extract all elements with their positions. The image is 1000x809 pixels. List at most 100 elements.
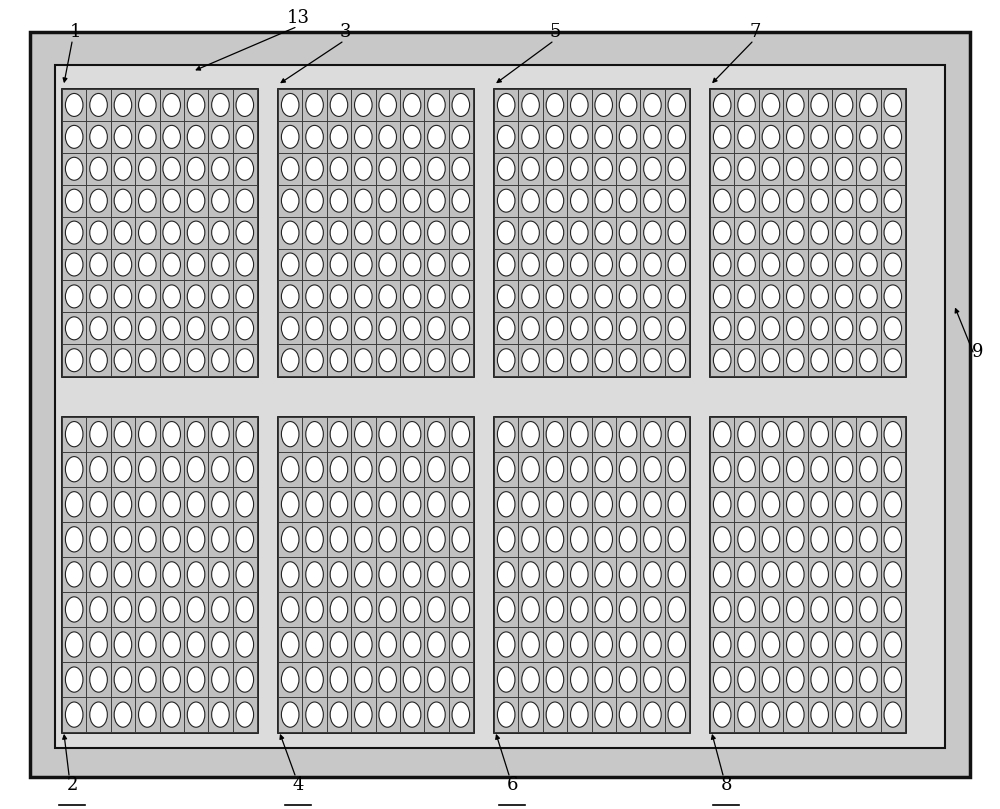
- Ellipse shape: [860, 667, 877, 693]
- Bar: [665, 627, 689, 662]
- Ellipse shape: [738, 285, 755, 308]
- Bar: [111, 487, 135, 522]
- Ellipse shape: [713, 702, 731, 727]
- Bar: [808, 153, 832, 184]
- Text: 3: 3: [339, 23, 351, 41]
- Bar: [494, 312, 518, 345]
- Bar: [376, 281, 400, 312]
- Bar: [783, 557, 808, 592]
- Ellipse shape: [546, 421, 564, 447]
- Ellipse shape: [668, 702, 686, 727]
- Bar: [278, 451, 302, 487]
- Ellipse shape: [163, 285, 180, 308]
- Ellipse shape: [738, 561, 755, 587]
- Bar: [400, 89, 424, 121]
- Bar: [424, 217, 449, 248]
- Bar: [710, 248, 734, 281]
- Bar: [881, 451, 905, 487]
- Bar: [640, 697, 665, 732]
- Ellipse shape: [713, 285, 731, 308]
- Bar: [449, 522, 473, 557]
- Bar: [808, 217, 832, 248]
- Bar: [160, 312, 184, 345]
- Ellipse shape: [884, 561, 902, 587]
- Ellipse shape: [835, 317, 853, 340]
- Ellipse shape: [306, 94, 323, 116]
- Ellipse shape: [163, 317, 180, 340]
- Bar: [233, 592, 257, 627]
- Ellipse shape: [163, 597, 180, 622]
- Ellipse shape: [212, 285, 229, 308]
- Ellipse shape: [668, 597, 686, 622]
- Ellipse shape: [811, 527, 828, 552]
- Ellipse shape: [330, 667, 348, 693]
- Ellipse shape: [90, 157, 107, 180]
- Bar: [278, 487, 302, 522]
- Ellipse shape: [713, 253, 731, 276]
- Bar: [881, 522, 905, 557]
- Ellipse shape: [379, 94, 396, 116]
- Ellipse shape: [787, 597, 804, 622]
- Bar: [233, 451, 257, 487]
- Ellipse shape: [187, 456, 205, 482]
- Bar: [86, 697, 111, 732]
- Ellipse shape: [163, 157, 180, 180]
- Bar: [278, 89, 302, 121]
- Ellipse shape: [379, 492, 396, 517]
- Bar: [734, 217, 759, 248]
- Ellipse shape: [306, 632, 323, 657]
- Bar: [592, 248, 616, 281]
- Bar: [400, 184, 424, 217]
- Bar: [808, 697, 832, 732]
- Ellipse shape: [355, 597, 372, 622]
- Bar: [302, 451, 327, 487]
- Ellipse shape: [595, 527, 612, 552]
- Ellipse shape: [619, 317, 637, 340]
- Bar: [302, 153, 327, 184]
- Bar: [160, 248, 184, 281]
- Ellipse shape: [452, 157, 470, 180]
- Ellipse shape: [281, 189, 299, 212]
- Ellipse shape: [212, 94, 229, 116]
- Ellipse shape: [762, 157, 780, 180]
- Bar: [783, 697, 808, 732]
- Bar: [734, 248, 759, 281]
- Bar: [184, 89, 208, 121]
- Bar: [567, 281, 592, 312]
- Bar: [111, 184, 135, 217]
- Ellipse shape: [65, 456, 83, 482]
- Ellipse shape: [762, 94, 780, 116]
- Ellipse shape: [330, 597, 348, 622]
- Ellipse shape: [139, 527, 156, 552]
- Bar: [208, 662, 233, 697]
- Bar: [111, 451, 135, 487]
- Bar: [832, 345, 856, 376]
- Bar: [543, 522, 567, 557]
- Ellipse shape: [860, 702, 877, 727]
- Ellipse shape: [738, 632, 755, 657]
- Bar: [616, 248, 640, 281]
- Bar: [856, 121, 881, 153]
- Bar: [734, 451, 759, 487]
- Bar: [832, 248, 856, 281]
- Ellipse shape: [330, 456, 348, 482]
- Ellipse shape: [787, 492, 804, 517]
- Ellipse shape: [187, 221, 205, 244]
- Bar: [449, 627, 473, 662]
- Bar: [783, 345, 808, 376]
- Ellipse shape: [139, 317, 156, 340]
- Bar: [160, 184, 184, 217]
- Bar: [184, 592, 208, 627]
- Ellipse shape: [546, 349, 564, 371]
- Bar: [856, 248, 881, 281]
- Bar: [665, 697, 689, 732]
- Ellipse shape: [762, 221, 780, 244]
- Ellipse shape: [571, 253, 588, 276]
- Ellipse shape: [835, 667, 853, 693]
- Bar: [278, 312, 302, 345]
- Ellipse shape: [379, 456, 396, 482]
- Ellipse shape: [884, 125, 902, 148]
- Bar: [881, 248, 905, 281]
- Ellipse shape: [452, 94, 470, 116]
- Ellipse shape: [571, 492, 588, 517]
